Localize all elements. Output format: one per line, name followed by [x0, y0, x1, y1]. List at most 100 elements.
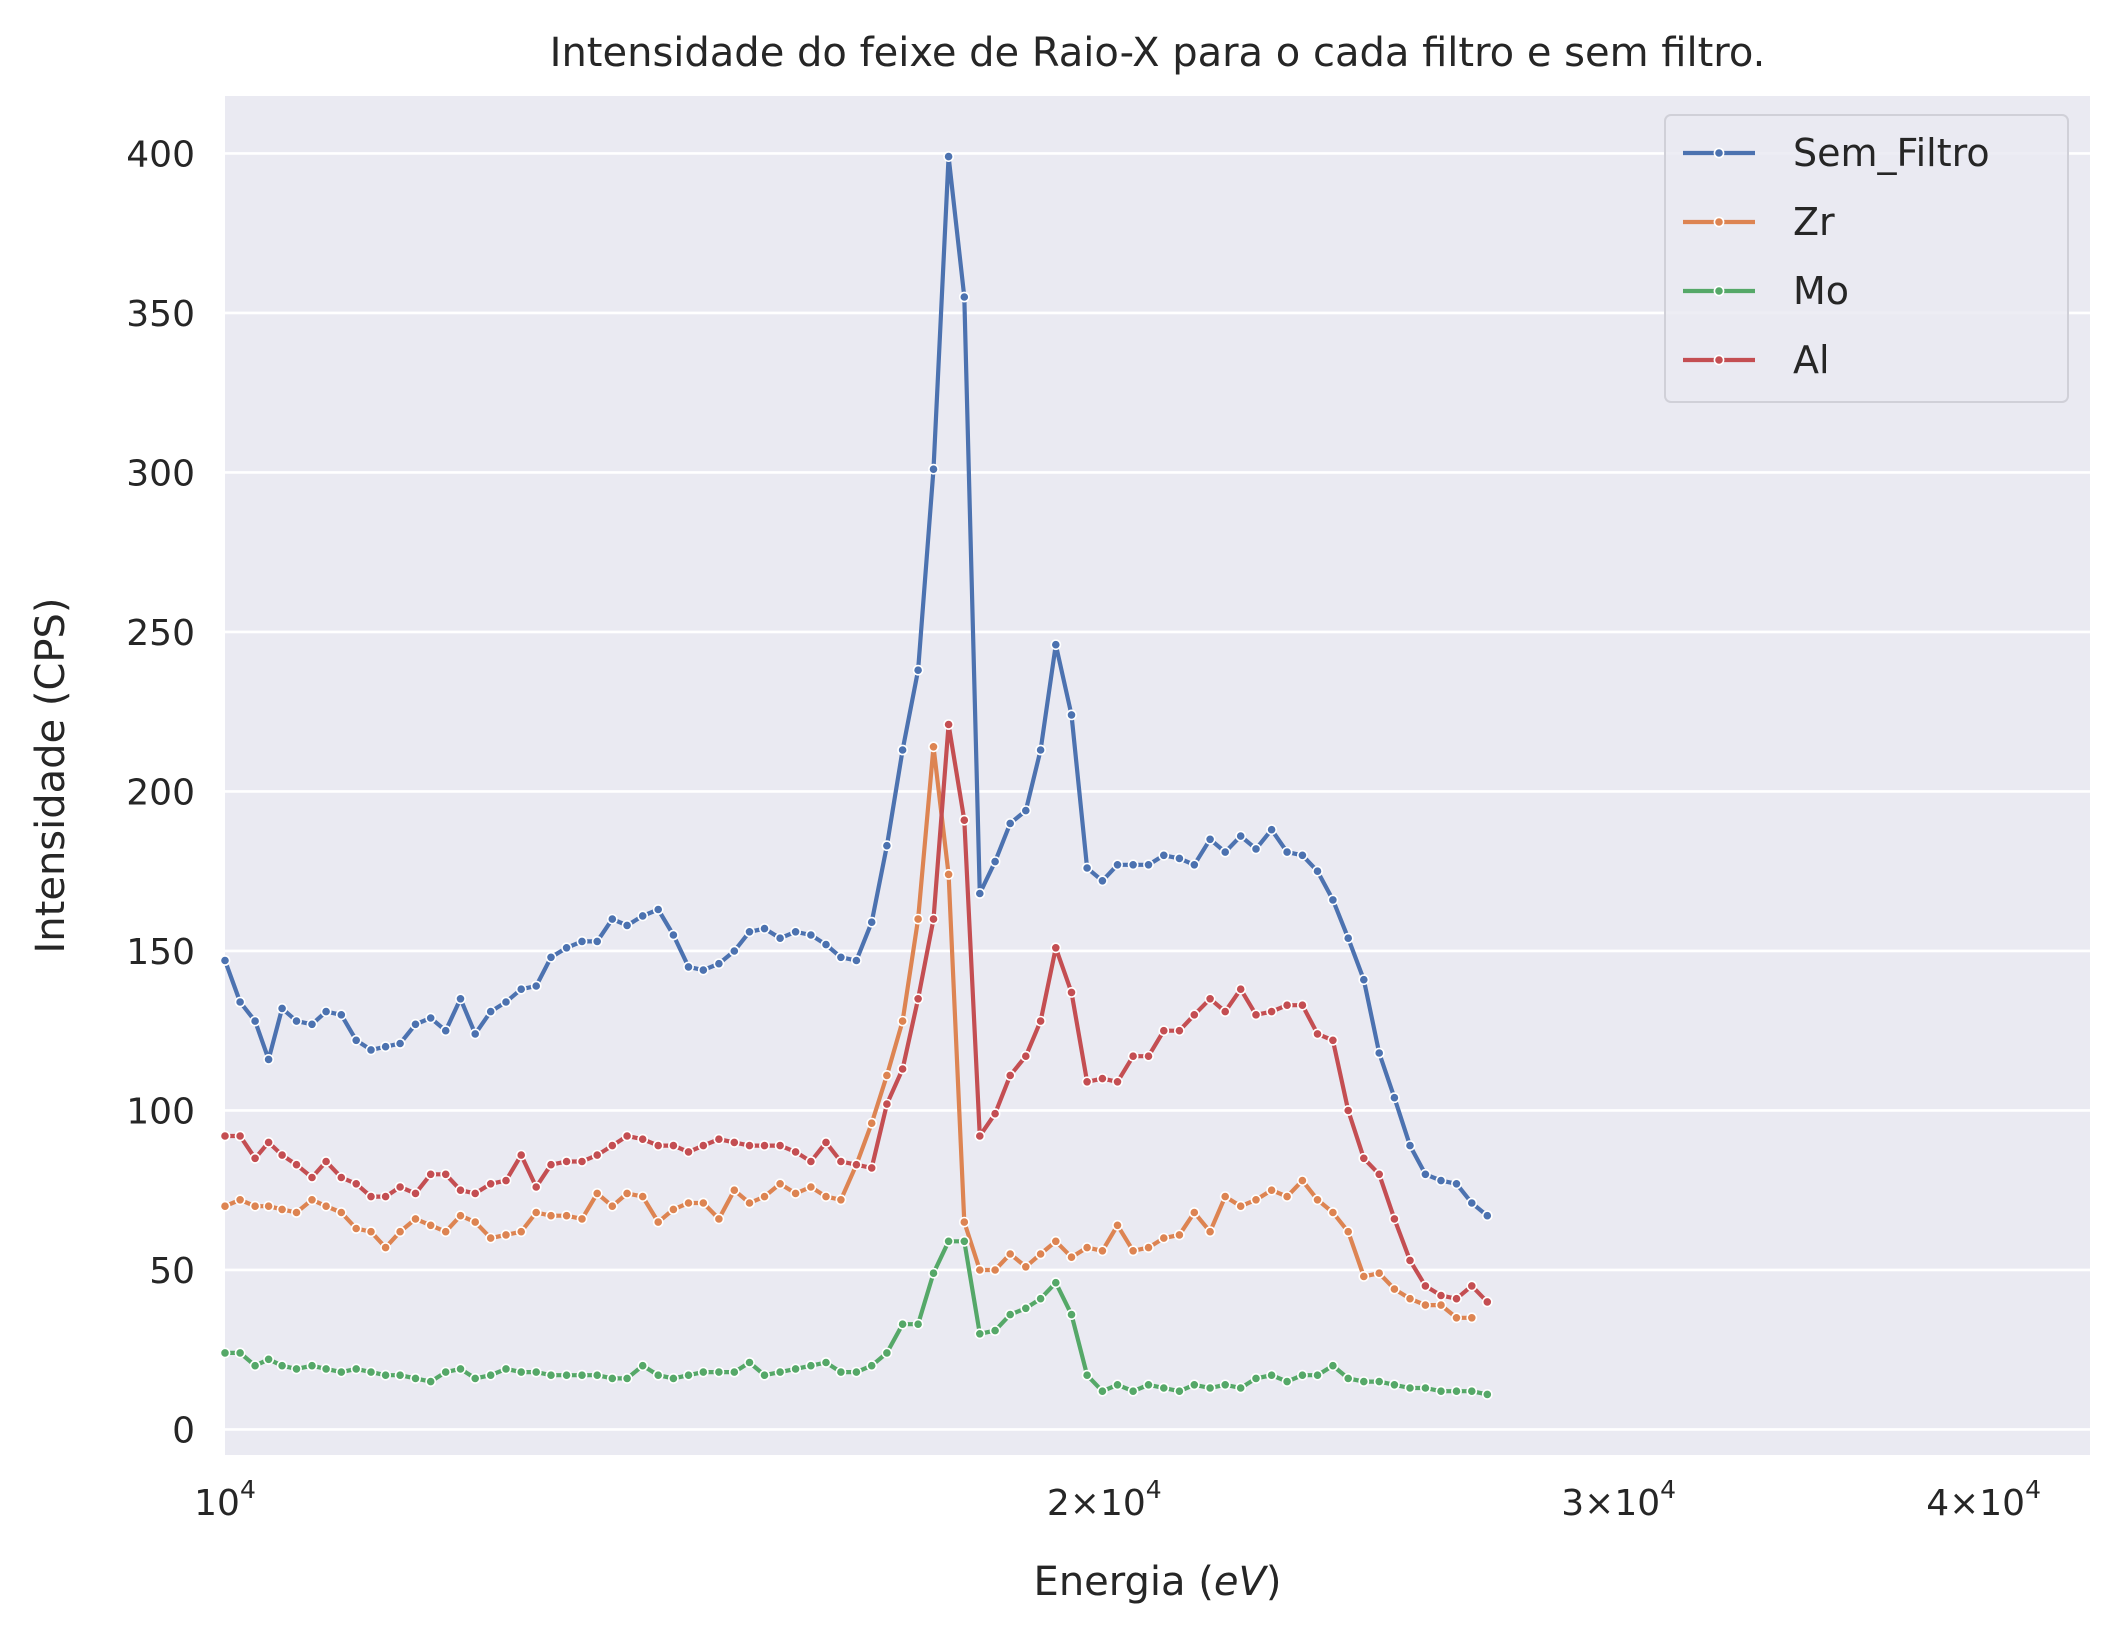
data-point [1035, 1293, 1046, 1305]
data-point [697, 964, 709, 976]
data-point [621, 1373, 633, 1384]
data-point [713, 1213, 725, 1225]
data-point [759, 1369, 770, 1381]
data-point [1373, 1267, 1385, 1279]
y-tick-label: 200 [126, 772, 195, 813]
data-point [881, 1347, 893, 1359]
data-point [958, 1216, 970, 1228]
data-point [1081, 862, 1093, 874]
data-point [958, 814, 970, 826]
data-point [1188, 859, 1200, 871]
legend-marker [1713, 147, 1725, 159]
data-point [545, 1159, 557, 1171]
y-tick-label: 350 [126, 294, 195, 335]
data-point [637, 1191, 649, 1202]
data-point [652, 1216, 664, 1228]
data-point [790, 926, 801, 938]
data-point [425, 1012, 437, 1024]
data-point [805, 1181, 817, 1193]
data-point [515, 1149, 527, 1161]
data-point [1081, 1242, 1093, 1253]
data-point [820, 1191, 832, 1202]
data-point [320, 1363, 332, 1375]
data-point [1235, 1200, 1247, 1212]
data-point [1050, 639, 1062, 651]
data-point [728, 1184, 740, 1196]
data-point [1112, 859, 1123, 871]
data-point [380, 1369, 391, 1381]
data-point [943, 719, 954, 730]
data-point [1327, 1360, 1339, 1372]
data-point [394, 1038, 406, 1049]
data-point [350, 1223, 362, 1234]
data-point [974, 1130, 986, 1142]
data-point [530, 980, 542, 992]
data-point [1158, 849, 1170, 861]
data-point [851, 955, 862, 966]
data-point [1389, 1213, 1400, 1225]
data-point [1004, 818, 1016, 829]
data-point [697, 1140, 709, 1151]
data-point [1327, 1034, 1339, 1046]
data-point [394, 1181, 406, 1193]
y-tick-label: 50 [149, 1251, 195, 1292]
data-point [1219, 846, 1231, 858]
data-point [1127, 1050, 1139, 1062]
data-point [606, 913, 618, 925]
data-point [500, 1229, 512, 1241]
legend-entry: Zr [1683, 200, 1835, 244]
data-point [380, 1041, 391, 1053]
data-point [455, 1184, 466, 1196]
data-point [668, 1140, 679, 1151]
data-point [1020, 1302, 1032, 1314]
data-point [410, 1373, 421, 1384]
x-tick-label: 4×104 [1926, 1475, 2041, 1524]
legend-label: Sem_Filtro [1793, 131, 1990, 175]
legend-label: Al [1793, 338, 1830, 382]
data-point [713, 958, 725, 970]
data-point [1004, 1070, 1016, 1081]
data-point [974, 1328, 986, 1340]
data-point [1373, 1168, 1385, 1180]
data-point [1451, 1293, 1462, 1305]
data-point [606, 1140, 618, 1151]
data-point [1081, 1076, 1093, 1088]
data-point [1204, 993, 1216, 1005]
data-point [1127, 1245, 1139, 1257]
data-point [881, 1098, 893, 1110]
legend-entry: Mo [1683, 269, 1849, 313]
data-point [1266, 1184, 1277, 1196]
data-point [1481, 1296, 1493, 1308]
data-point [897, 1063, 908, 1075]
data-point [1281, 846, 1293, 858]
data-point [1143, 1050, 1154, 1062]
data-point [989, 1325, 1001, 1336]
data-point [974, 888, 986, 899]
data-point [1281, 1191, 1293, 1202]
x-tick-exponent: 4 [1660, 1475, 1676, 1504]
x-tick-label: 3×104 [1561, 1475, 1676, 1524]
data-point [958, 1235, 970, 1247]
data-point [1420, 1168, 1431, 1180]
data-point [1297, 849, 1308, 861]
data-point [365, 1366, 377, 1378]
data-point [790, 1188, 801, 1199]
data-point [881, 1070, 893, 1081]
data-point [1174, 853, 1185, 864]
data-point [1188, 1379, 1200, 1391]
data-point [485, 1006, 497, 1017]
data-point [1050, 942, 1062, 954]
data-point [1250, 1194, 1262, 1206]
data-point [1435, 1299, 1447, 1311]
data-point [820, 939, 832, 950]
data-point [500, 996, 512, 1008]
data-point [897, 1015, 908, 1027]
data-point [335, 1009, 347, 1021]
data-point [728, 945, 740, 957]
data-point [425, 1219, 437, 1231]
legend-entry: Sem_Filtro [1683, 131, 1990, 175]
data-point [1174, 1025, 1185, 1037]
data-point [683, 1197, 694, 1209]
data-point [515, 1366, 527, 1378]
